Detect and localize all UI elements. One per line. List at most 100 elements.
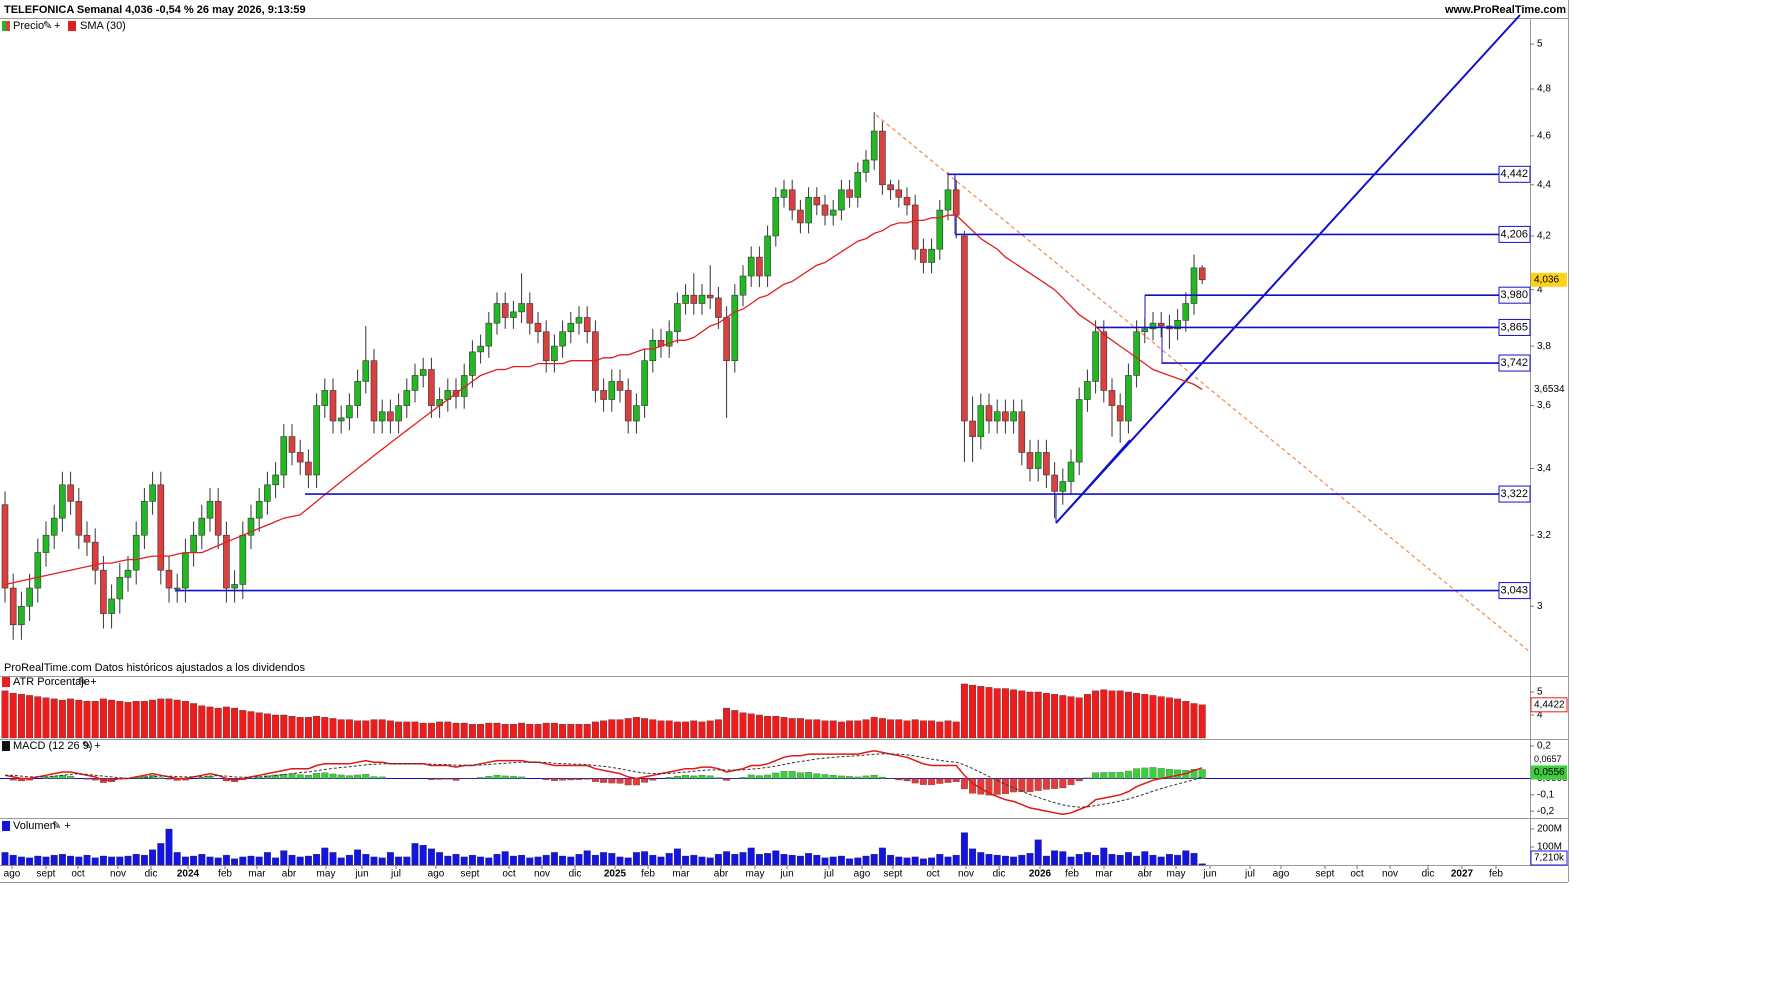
histogram-bar: [379, 777, 386, 779]
candle-body: [109, 599, 115, 614]
candle-body: [527, 304, 533, 324]
bar: [67, 856, 74, 865]
y-tick-label: 4,6: [1537, 130, 1551, 141]
candle-body: [486, 323, 492, 346]
x-tick-label: feb: [1489, 869, 1503, 880]
histogram-bar: [436, 779, 443, 780]
bar: [978, 686, 985, 738]
histogram-bar: [313, 773, 320, 778]
histogram-bar: [863, 776, 870, 779]
bar: [486, 723, 493, 738]
candle-body: [158, 485, 164, 570]
candle-body: [1068, 462, 1074, 481]
candle-body: [929, 249, 935, 262]
candle-body: [338, 418, 344, 421]
settings-icon[interactable]: ✎: [43, 20, 52, 32]
histogram-bar: [551, 779, 558, 781]
bar: [141, 855, 148, 865]
candle-body: [428, 370, 434, 406]
histogram-bar: [748, 775, 755, 779]
bar: [453, 723, 460, 738]
bar: [35, 697, 42, 738]
histogram-bar: [896, 779, 903, 780]
histogram-bar: [641, 779, 648, 783]
x-tick-label: ago: [1273, 869, 1290, 880]
histogram-last-value: 0,0556: [1534, 767, 1565, 778]
bar: [1076, 854, 1083, 865]
histogram-bar: [1027, 779, 1034, 792]
bar: [633, 717, 640, 738]
histogram-bar: [937, 779, 944, 784]
candle-body: [420, 370, 426, 376]
bar: [1191, 703, 1198, 738]
candle-body: [888, 185, 894, 190]
bar: [1060, 695, 1067, 738]
bar: [379, 858, 386, 865]
legend-label[interactable]: SMA (30): [80, 20, 126, 32]
candle-body: [568, 323, 574, 332]
settings-icon[interactable]: ✎ +: [82, 740, 101, 752]
bar: [666, 721, 673, 738]
histogram-bar: [166, 779, 173, 780]
histogram-bar: [10, 779, 17, 781]
settings-icon[interactable]: ✎ +: [52, 820, 71, 832]
panel-title[interactable]: Volumen: [13, 820, 56, 832]
histogram-bar: [600, 779, 607, 783]
bar: [723, 852, 730, 866]
bar: [846, 721, 853, 738]
bar: [1084, 694, 1091, 738]
candle-body: [986, 406, 992, 421]
bar: [568, 857, 575, 865]
bar: [838, 856, 845, 865]
panel-title[interactable]: MACD (12 26 9): [13, 740, 92, 752]
add-icon[interactable]: +: [54, 20, 60, 32]
histogram-bar: [502, 776, 509, 779]
candle-body: [1076, 400, 1082, 463]
x-tick-label: feb: [218, 869, 232, 880]
histogram-bar: [1092, 773, 1099, 779]
candle-body: [297, 452, 303, 462]
bar: [682, 856, 689, 865]
bar: [551, 852, 558, 865]
candle-body: [765, 236, 771, 276]
bar: [1150, 855, 1157, 865]
bar: [756, 715, 763, 738]
bar: [863, 856, 870, 865]
x-tick-label: 2025: [604, 869, 627, 880]
candle-body: [797, 210, 803, 223]
bar: [1035, 840, 1042, 865]
bar: [764, 716, 771, 738]
bar: [453, 854, 460, 865]
bar: [1117, 855, 1124, 865]
histogram-bar: [1101, 772, 1108, 778]
bar: [641, 718, 648, 738]
bar: [100, 856, 107, 865]
bar: [84, 855, 91, 865]
bar: [182, 857, 189, 865]
candle-body: [166, 570, 172, 588]
bar: [404, 857, 411, 865]
bar: [1043, 856, 1050, 865]
candle-body: [978, 406, 984, 437]
x-tick-label: jul: [823, 869, 834, 880]
data-note: ProRealTime.com Datos históricos ajustad…: [4, 662, 306, 674]
histogram-bar: [1010, 779, 1017, 793]
histogram-bar: [428, 779, 435, 780]
bar: [756, 854, 763, 865]
x-tick-label: oct: [502, 869, 516, 880]
histogram-bar: [543, 779, 550, 780]
settings-icon[interactable]: ✎ +: [78, 676, 97, 688]
candle-body: [1027, 452, 1033, 468]
candle-body: [100, 570, 106, 613]
histogram-bar: [912, 779, 919, 784]
bar: [748, 848, 755, 865]
legend-label[interactable]: Precio: [13, 20, 44, 32]
bar: [158, 843, 165, 865]
bar: [773, 851, 780, 865]
bar: [313, 716, 320, 738]
bar: [10, 855, 17, 865]
bar: [387, 721, 394, 738]
candle-body: [584, 318, 590, 332]
candle-body: [642, 361, 648, 406]
